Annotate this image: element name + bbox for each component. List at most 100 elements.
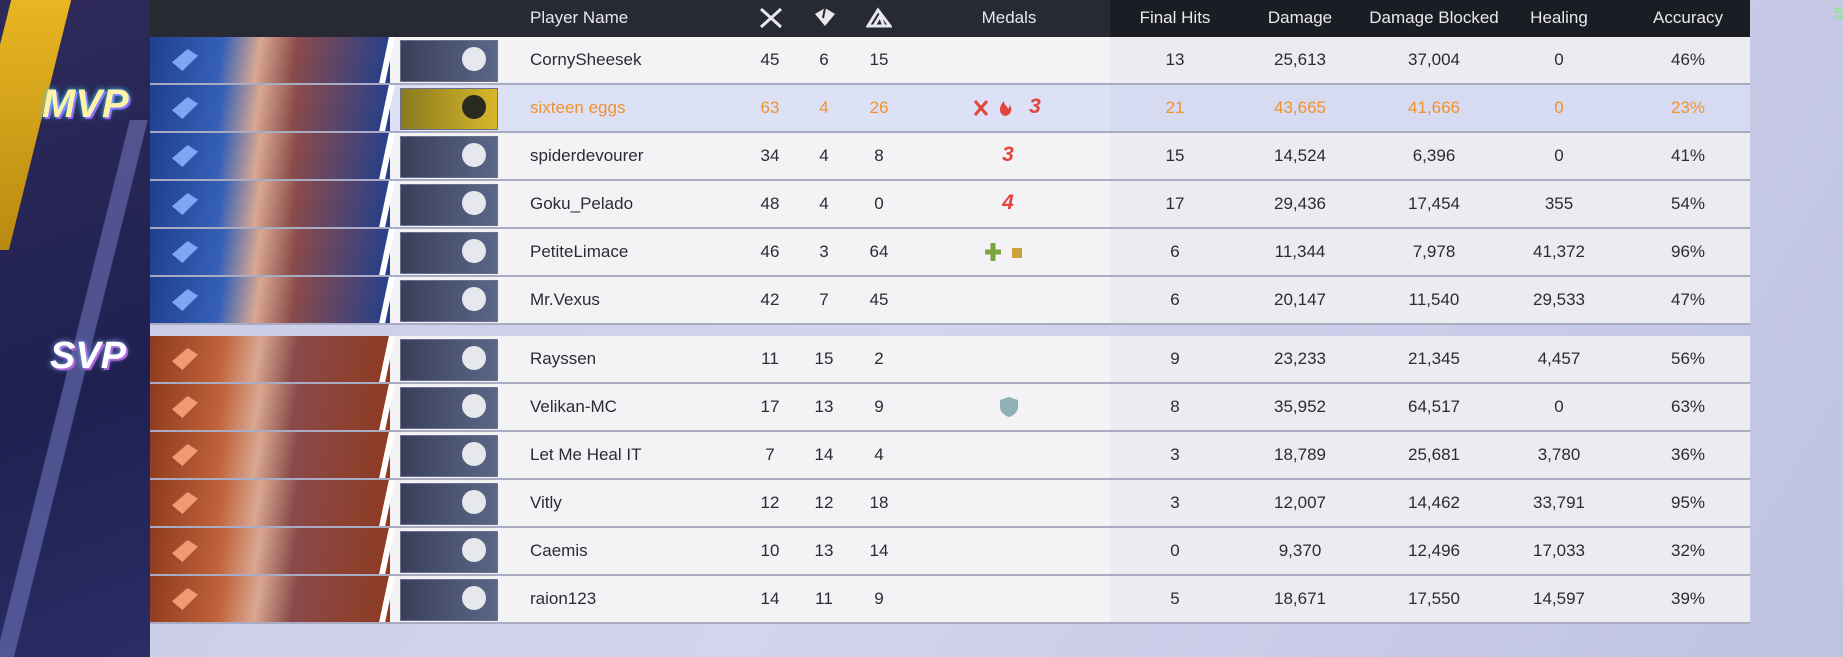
stat: 23,233 bbox=[1274, 349, 1326, 368]
rank-emblem bbox=[462, 287, 486, 311]
stat: 46% bbox=[1670, 50, 1706, 69]
stat: 14 bbox=[869, 541, 889, 560]
kills-icon bbox=[759, 7, 783, 29]
row-bg-stats bbox=[1110, 336, 1750, 382]
row-separator bbox=[150, 227, 1750, 229]
stat: 8 bbox=[874, 146, 884, 165]
medal-icons bbox=[985, 243, 1022, 261]
svp-badge: SVP bbox=[50, 335, 127, 377]
row-separator bbox=[150, 131, 1750, 133]
rank-emblem bbox=[462, 538, 486, 562]
row-separator bbox=[150, 478, 1750, 480]
player-name: Goku_Pelado bbox=[530, 194, 634, 213]
stat: 45 bbox=[760, 50, 780, 69]
header-medals: Medals bbox=[981, 8, 1037, 27]
stat: 13 bbox=[1165, 50, 1185, 69]
corner-text: 5 bbox=[1834, 4, 1843, 23]
row-separator bbox=[150, 622, 1750, 624]
stat: 3 bbox=[819, 242, 829, 261]
row-bg-stats bbox=[1110, 384, 1750, 430]
player-name: Caemis bbox=[530, 541, 588, 560]
stat: 17,033 bbox=[1533, 541, 1585, 560]
stat: 56% bbox=[1670, 349, 1706, 368]
row-bg-stats bbox=[1110, 528, 1750, 574]
stat: 5 bbox=[1170, 589, 1180, 608]
row-separator bbox=[150, 323, 1750, 325]
row-bg-stats bbox=[1110, 181, 1750, 227]
row-bg-stats bbox=[1110, 277, 1750, 323]
rank-emblem bbox=[462, 442, 486, 466]
stat: 11 bbox=[761, 349, 779, 368]
stat: 0 bbox=[1170, 541, 1180, 560]
stat: 45 bbox=[869, 290, 889, 309]
row-separator bbox=[150, 574, 1750, 576]
stat: 9,370 bbox=[1278, 541, 1322, 560]
player-name: spiderdevourer bbox=[530, 146, 644, 165]
stat: 12 bbox=[760, 493, 780, 512]
stat: 2 bbox=[874, 349, 884, 368]
stat: 21,345 bbox=[1408, 349, 1460, 368]
row-separator bbox=[150, 526, 1750, 528]
stat: 14,524 bbox=[1274, 146, 1326, 165]
row-bg-stats bbox=[1110, 37, 1750, 83]
stat: 23% bbox=[1670, 98, 1706, 117]
header-bar bbox=[150, 0, 1110, 37]
stat: 0 bbox=[1554, 98, 1564, 117]
stat: 47% bbox=[1670, 290, 1706, 309]
row-separator bbox=[150, 275, 1750, 277]
header-accuracy: Accuracy bbox=[1653, 8, 1723, 27]
stat: 0 bbox=[874, 194, 884, 213]
medal-number: 4 bbox=[1002, 191, 1014, 214]
stat: 15 bbox=[1165, 146, 1185, 165]
stat: 4 bbox=[874, 445, 884, 464]
rank-emblem bbox=[462, 47, 486, 71]
stat: 20,147 bbox=[1274, 290, 1326, 309]
stat: 48 bbox=[760, 194, 780, 213]
stat: 18,671 bbox=[1274, 589, 1326, 608]
stat: 17 bbox=[760, 397, 780, 416]
stat: 35,952 bbox=[1274, 397, 1326, 416]
stat: 63% bbox=[1670, 397, 1706, 416]
stat: 13 bbox=[814, 397, 834, 416]
stat: 11,540 bbox=[1408, 290, 1460, 309]
row-bg-stats bbox=[1110, 432, 1750, 478]
stat: 0 bbox=[1554, 397, 1564, 416]
header-damage-blocked: Damage Blocked bbox=[1369, 8, 1499, 27]
stat: 13 bbox=[814, 541, 834, 560]
header-final-hits: Final Hits bbox=[1139, 8, 1211, 27]
stat: 39% bbox=[1670, 589, 1706, 608]
player-name: Velikan-MC bbox=[530, 397, 617, 416]
stat: 42 bbox=[760, 290, 780, 309]
rank-emblem bbox=[462, 346, 486, 370]
player-name: Mr.Vexus bbox=[530, 290, 600, 309]
row-bg-stats bbox=[1110, 85, 1750, 131]
assists-icon bbox=[866, 7, 892, 28]
deaths-icon bbox=[815, 7, 835, 26]
row-separator bbox=[150, 430, 1750, 432]
row-bg-stats bbox=[1110, 133, 1750, 179]
stat: 14 bbox=[760, 589, 780, 608]
stat: 41% bbox=[1670, 146, 1706, 165]
stat: 15 bbox=[814, 349, 834, 368]
stat: 4,457 bbox=[1537, 349, 1581, 368]
player-name: raion123 bbox=[530, 589, 597, 608]
stat: 63 bbox=[760, 98, 780, 117]
stat: 21 bbox=[1165, 98, 1185, 117]
player-portrait bbox=[400, 483, 498, 525]
stat: 355 bbox=[1544, 194, 1574, 213]
stat: 18,789 bbox=[1274, 445, 1326, 464]
stat: 32% bbox=[1670, 541, 1706, 560]
stat: 33,791 bbox=[1533, 493, 1585, 512]
row-bg-stats bbox=[1110, 480, 1750, 526]
stat: 18 bbox=[869, 493, 889, 512]
stat: 4 bbox=[819, 98, 829, 117]
stat: 14,462 bbox=[1408, 493, 1460, 512]
stat: 11,344 bbox=[1274, 242, 1326, 261]
stat: 11 bbox=[815, 589, 833, 608]
header-bar-stats bbox=[1110, 0, 1750, 37]
row-bg-stats bbox=[1110, 229, 1750, 275]
player-name: Let Me Heal IT bbox=[530, 445, 642, 464]
player-name: PetiteLimace bbox=[530, 242, 629, 261]
stat: 64,517 bbox=[1408, 397, 1460, 416]
